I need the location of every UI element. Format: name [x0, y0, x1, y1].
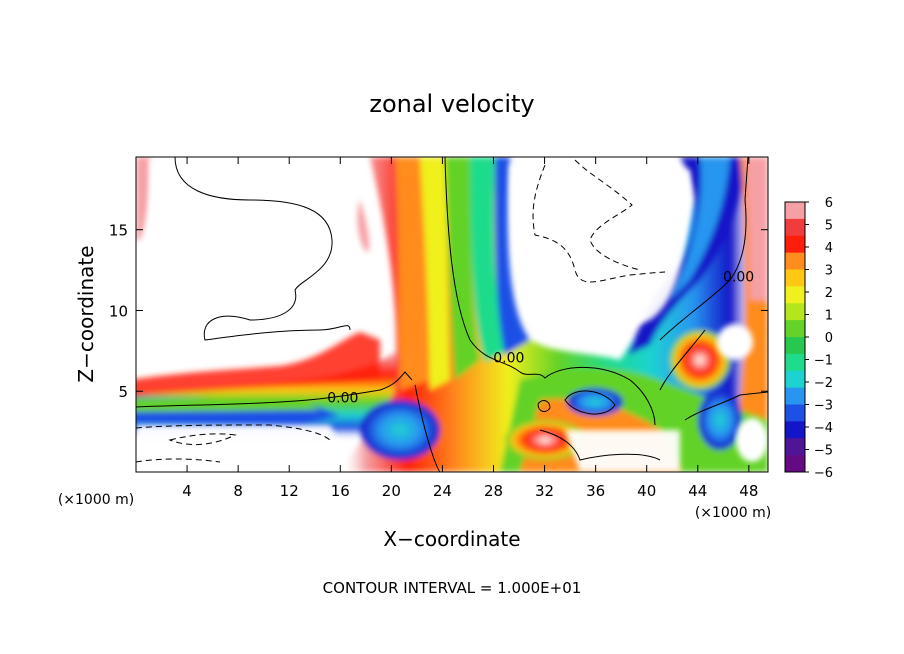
colorbar-swatch	[785, 235, 805, 254]
x-tick-label: 36	[586, 482, 605, 500]
colorbar-tick-label: 0	[825, 331, 833, 346]
colorbar-swatch	[785, 387, 805, 405]
colorbar-tick-label: −5	[814, 444, 833, 459]
contour-label: 0.00	[327, 391, 358, 407]
plot-frame	[135, 156, 769, 473]
colorbar-tick-label: −4	[814, 421, 833, 436]
x-tick-label: 8	[233, 482, 243, 500]
colorbar-swatch	[785, 320, 805, 338]
colorbar-swatch	[785, 286, 805, 304]
colorbar-tick-label: −6	[814, 466, 833, 481]
colorbar-tick-label: −1	[814, 354, 833, 369]
contour-label: 0.00	[723, 270, 754, 286]
x-tick-label: 48	[739, 482, 758, 500]
x-axis-unit: (×1000 m)	[695, 505, 771, 521]
colorbar-swatch	[785, 337, 805, 355]
colorbar-swatch	[785, 202, 805, 220]
colorbar-swatch	[785, 455, 805, 473]
x-tick-label: 4	[182, 482, 192, 500]
contour-interval-note: CONTOUR INTERVAL = 1.000E+01	[323, 579, 582, 597]
colorbar-swatch	[785, 252, 805, 270]
colorbar-swatch	[785, 218, 805, 237]
colorbar-swatch	[785, 404, 805, 422]
x-tick-label: 44	[688, 482, 707, 500]
colorbar-tick-label: 3	[825, 264, 833, 279]
colorbar-swatch	[785, 303, 805, 321]
y-tick-label: 10	[109, 302, 128, 320]
colorbar-tick-label: 5	[825, 219, 833, 234]
x-tick-label: 28	[484, 482, 503, 500]
x-tick-label: 32	[535, 482, 554, 500]
colorbar-swatch	[785, 421, 805, 439]
colorbar-swatch	[785, 353, 805, 372]
y-axis-label: Z−coordinate	[74, 245, 98, 382]
zero-contour-lower	[136, 371, 413, 408]
velocity-field: 0.00 0.00 0.00	[136, 157, 768, 472]
contour-label: 0.00	[493, 350, 524, 366]
x-tick-label: 16	[331, 482, 350, 500]
y-axis-unit: (×1000 m)	[58, 492, 134, 508]
colorbar-swatch	[785, 269, 805, 287]
y-tick-label: 5	[118, 383, 128, 401]
colorbar-tick-label: −2	[814, 376, 833, 391]
colorbar-tick-label: 6	[825, 196, 833, 211]
colorbar-tick-label: 1	[825, 309, 833, 324]
x-tick-label: 40	[637, 482, 656, 500]
colorbar	[784, 201, 806, 473]
colorbar-tick-label: 4	[825, 241, 833, 256]
zero-contour-jet	[444, 157, 656, 426]
x-tick-label: 12	[280, 482, 299, 500]
chart-title: zonal velocity	[369, 90, 534, 118]
y-tick-label: 15	[109, 222, 128, 240]
x-tick-label: 24	[433, 482, 452, 500]
x-axis-label: X−coordinate	[383, 527, 520, 551]
colorbar-swatch	[785, 438, 805, 456]
colorbar-tick-label: −3	[814, 399, 833, 414]
colorbar-swatch	[785, 370, 805, 389]
x-tick-label: 20	[382, 482, 401, 500]
colorbar-tick-label: 2	[825, 286, 833, 301]
